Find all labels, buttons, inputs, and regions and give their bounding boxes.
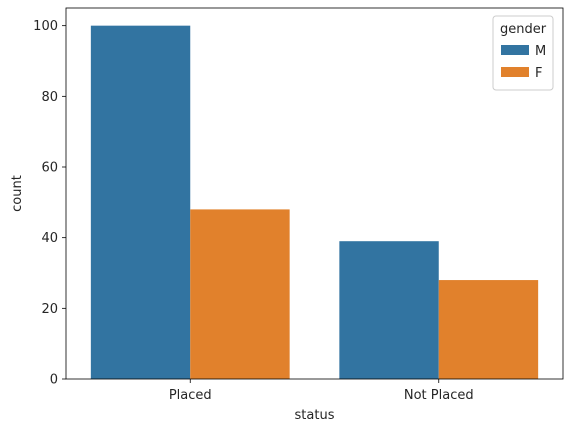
y-tick-label: 40 — [41, 231, 58, 246]
legend-label-F: F — [535, 66, 542, 81]
y-axis-label: count — [10, 175, 25, 212]
y-tick-label: 80 — [41, 90, 58, 105]
y-tick-label: 60 — [41, 161, 58, 176]
bar-M-placed — [90, 25, 191, 380]
legend: gender MF — [492, 15, 554, 91]
legend-swatch-M — [501, 45, 529, 55]
legend-label-M: M — [535, 44, 546, 59]
bars-group — [90, 25, 539, 380]
legend-title: gender — [500, 22, 547, 37]
y-tick-label: 100 — [33, 19, 58, 34]
x-tick-label: Not Placed — [404, 388, 474, 403]
bar-F-placed — [190, 209, 290, 379]
bar-F-not-placed — [438, 280, 539, 379]
x-tick-label: Placed — [169, 388, 212, 403]
x-axis-label: status — [295, 408, 335, 423]
plot-frame — [65, 7, 564, 380]
y-axis-ticks: 0 20 40 60 80 100 — [33, 19, 66, 388]
legend-swatch-F — [501, 67, 529, 77]
bar-M-not-placed — [339, 241, 439, 379]
y-tick-label: 0 — [50, 373, 58, 388]
x-axis-ticks: Placed Not Placed — [169, 379, 474, 403]
y-tick-label: 20 — [41, 302, 58, 317]
